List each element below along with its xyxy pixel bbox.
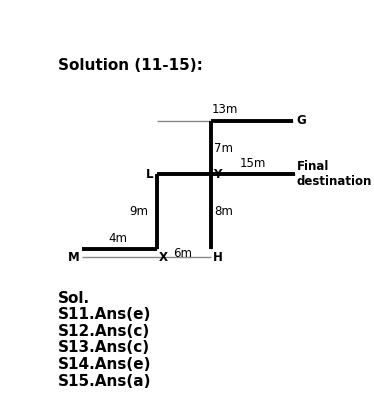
- Text: S12.Ans(c): S12.Ans(c): [58, 323, 151, 339]
- Text: G: G: [297, 114, 306, 127]
- Text: 4m: 4m: [108, 233, 127, 246]
- Text: S13.Ans(c): S13.Ans(c): [58, 340, 150, 355]
- Text: M: M: [67, 251, 79, 264]
- Text: S11.Ans(e): S11.Ans(e): [58, 307, 152, 322]
- Text: H: H: [213, 251, 223, 264]
- Text: X: X: [158, 251, 167, 264]
- Text: 8m: 8m: [214, 205, 233, 218]
- Text: S15.Ans(a): S15.Ans(a): [58, 374, 152, 389]
- Text: 15m: 15m: [239, 157, 266, 170]
- Text: 13m: 13m: [212, 103, 238, 116]
- Text: Y: Y: [213, 168, 221, 181]
- Text: Solution (11-15):: Solution (11-15):: [58, 58, 203, 73]
- Text: 9m: 9m: [129, 205, 148, 218]
- Text: 7m: 7m: [214, 142, 233, 155]
- Text: 6m: 6m: [174, 247, 193, 260]
- Text: L: L: [146, 168, 153, 181]
- Text: S14.Ans(e): S14.Ans(e): [58, 357, 152, 372]
- Text: Final
destination: Final destination: [297, 160, 372, 189]
- Text: Sol.: Sol.: [58, 291, 91, 305]
